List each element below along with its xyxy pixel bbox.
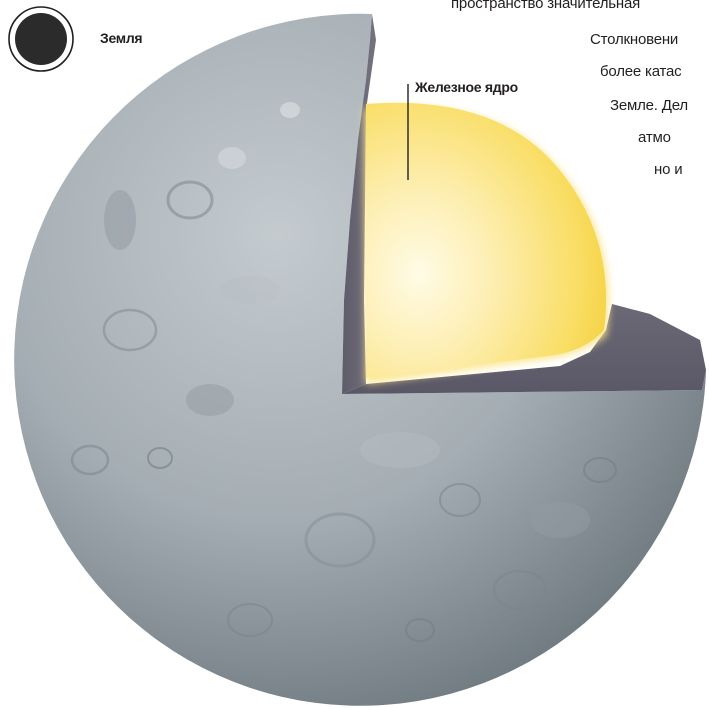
mantle-cross-section [342,14,706,394]
crater-texture [70,102,617,642]
iron-core [364,102,609,384]
caption-line-4: Земле. Дел [610,97,688,114]
iron-core-label: Железное ядро [415,79,518,95]
earth-label: Земля [100,30,143,46]
caption-line-3: более катас [600,63,682,80]
caption-line-2: Столкновени [590,31,679,48]
caption-line-6: но и [654,161,683,178]
planet-surface [14,13,706,706]
caption-line-1: пространство значительная [451,0,641,12]
earth-reference-icon [8,6,74,72]
caption-line-5: атмо [638,129,671,146]
